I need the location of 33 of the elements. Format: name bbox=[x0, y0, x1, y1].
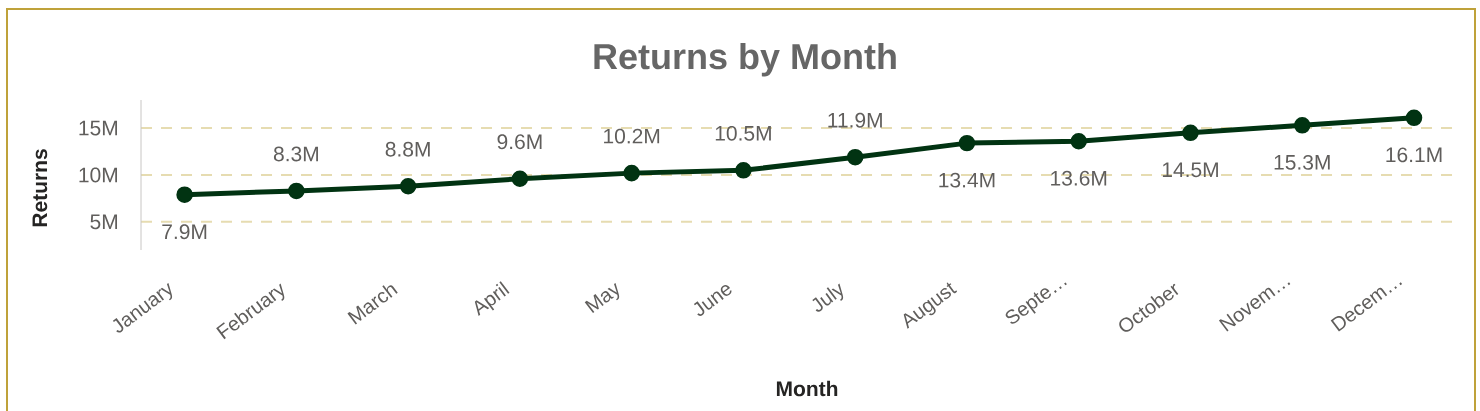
data-label: 15.3M bbox=[1274, 154, 1330, 170]
x-tick-label: May bbox=[584, 282, 620, 314]
x-axis-title: Month bbox=[776, 380, 838, 397]
data-label: 8.8M bbox=[385, 141, 430, 157]
data-label: 10.5M bbox=[715, 125, 771, 141]
chart-title: Returns by Month bbox=[594, 42, 896, 77]
point bbox=[1405, 109, 1423, 127]
x-tick-label: July bbox=[812, 283, 844, 312]
y-tick-label: 15M bbox=[79, 120, 118, 136]
point bbox=[1182, 124, 1199, 142]
data-label: 14.5M bbox=[1162, 162, 1218, 178]
data-label: 9.6M bbox=[497, 134, 542, 150]
point bbox=[399, 178, 417, 195]
point bbox=[511, 170, 529, 187]
y-axis-title: Returns bbox=[32, 149, 48, 227]
data-label: 16.1M bbox=[1386, 147, 1442, 163]
point bbox=[735, 162, 752, 179]
data-label: 11.9M bbox=[828, 112, 882, 128]
point bbox=[1070, 133, 1087, 150]
point bbox=[176, 186, 193, 203]
point bbox=[1294, 117, 1311, 134]
point bbox=[958, 134, 976, 152]
y-tick-label: 10M bbox=[79, 167, 118, 183]
x-tick-label: June bbox=[693, 285, 732, 316]
data-label: 13.6M bbox=[1051, 170, 1107, 186]
data-label: 7.9M bbox=[162, 224, 207, 240]
data-label: 8.3M bbox=[273, 146, 318, 162]
point bbox=[623, 164, 640, 182]
point bbox=[288, 182, 305, 200]
y-tick-label: 5M bbox=[90, 214, 118, 230]
point bbox=[846, 148, 864, 166]
data-label: 10.2M bbox=[604, 128, 660, 144]
data-label: 13.4M bbox=[939, 172, 995, 188]
